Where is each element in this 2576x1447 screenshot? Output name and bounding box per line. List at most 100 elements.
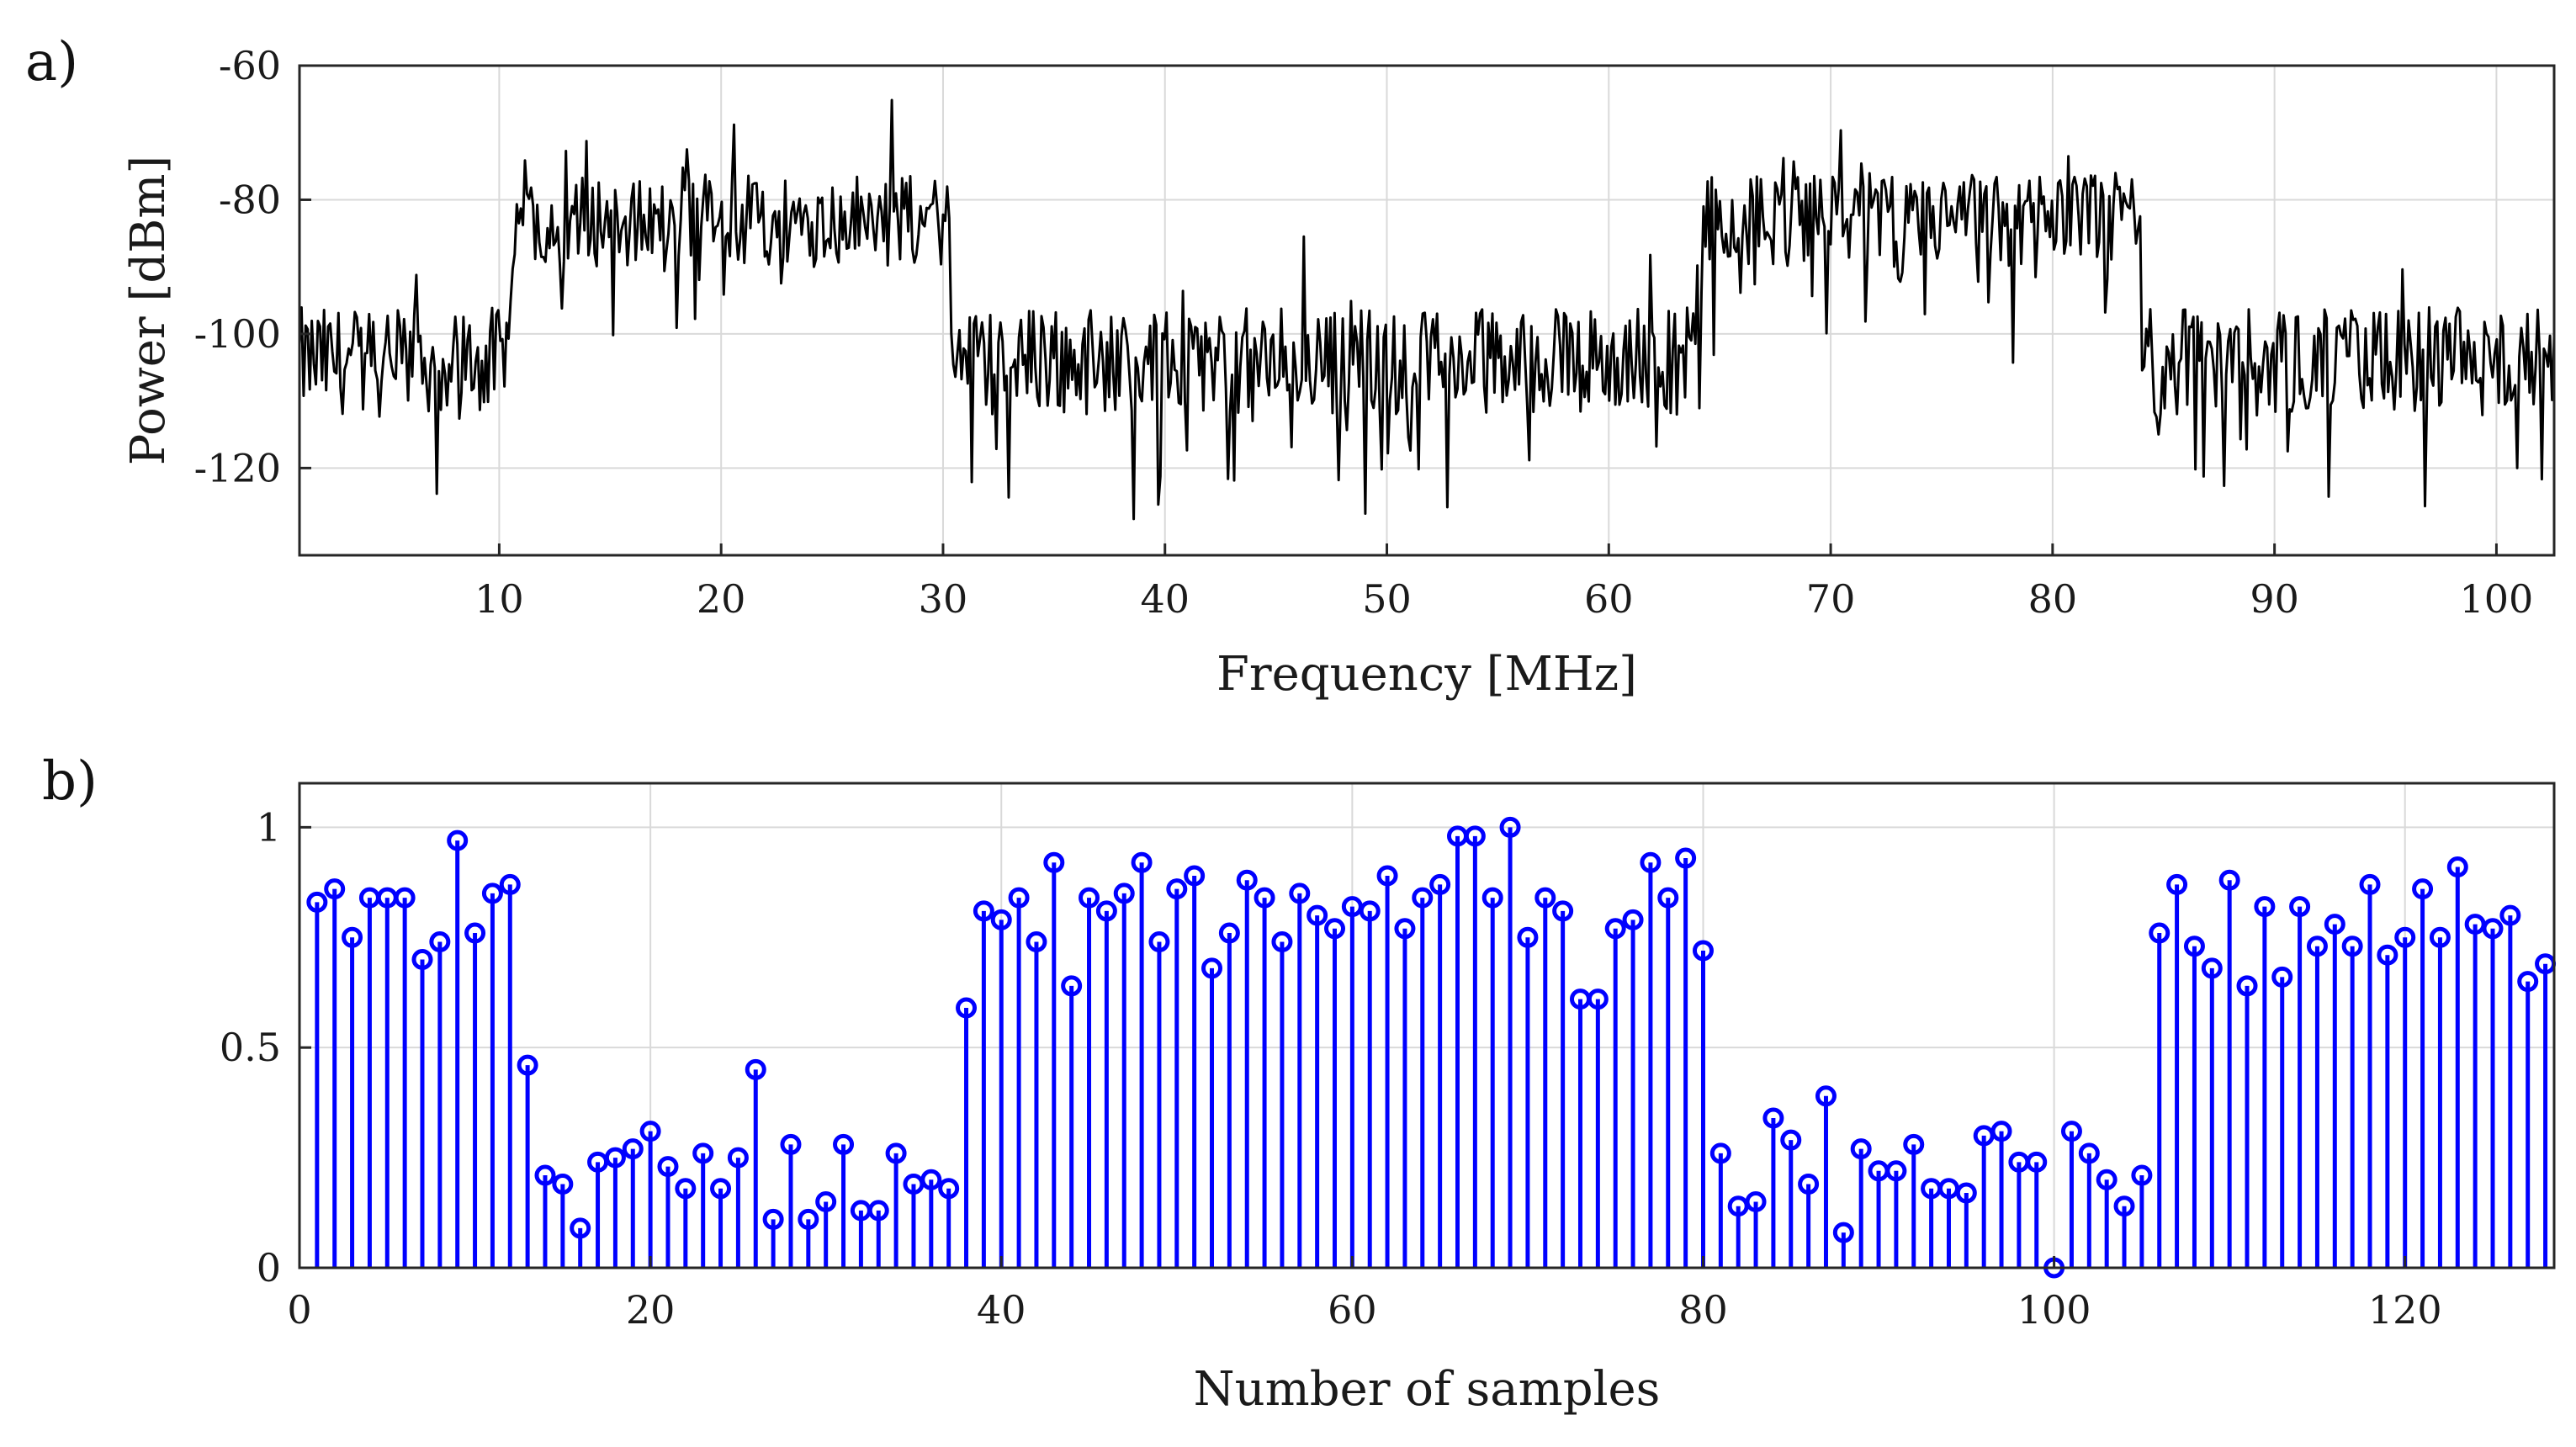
panel-b-stem-marker [1254, 887, 1275, 909]
panel-b-stem-marker [1218, 922, 1240, 944]
panel-a-xtick-label: 50 [1362, 576, 1412, 622]
panel-b-stem-marker [2060, 1121, 2082, 1142]
panel-b-stem-marker [552, 1174, 574, 1195]
panel-b-stem-marker [481, 883, 503, 904]
panel-a-spectrum-line [298, 98, 2556, 521]
panel-a-ticks: 10 20 30 40 50 60 70 80 90 100 -60 -80 -100 -120 [194, 43, 2534, 622]
panel-b-stem-marker [1622, 909, 1644, 930]
panel-b-axes-frame [298, 782, 2556, 1269]
panel-b-plot-area [306, 816, 2557, 1279]
panel-a-label: a) [25, 31, 78, 93]
panel-b-stem-marker [1043, 851, 1065, 873]
panel-b-stem-marker [2183, 936, 2205, 957]
panel-b-stem-marker [2131, 1164, 2153, 1186]
panel-b-ytick-label: 1 [257, 804, 281, 850]
panel-b-stem-marker [1113, 883, 1135, 904]
panel-b-stem-marker [727, 1147, 749, 1169]
panel-b-stem-marker [1850, 1138, 1872, 1160]
panel-a-plot-area [298, 98, 2556, 521]
panel-b-stem-marker [2201, 957, 2223, 979]
panel-b-stem-marker [798, 1208, 819, 1230]
panel-a-xtick-label: 40 [1140, 576, 1190, 622]
panel-b-stem-marker [324, 878, 346, 900]
panel-b-stem-marker [1745, 1190, 1767, 1212]
panel-b-stem-marker [1534, 887, 1556, 909]
panel-b-stem-marker [499, 873, 521, 895]
panel-b-xtick-label: 40 [977, 1287, 1026, 1333]
panel-b-xtick-label: 60 [1328, 1287, 1377, 1333]
panel-b-stem-marker [622, 1138, 644, 1160]
panel-b-stem-marker [604, 1147, 626, 1169]
panel-b-stem-marker [2446, 856, 2468, 877]
panel-b-stem-marker [2306, 936, 2328, 957]
panel-b-stem-marker [938, 1178, 960, 1200]
panel-b-stem-marker [762, 1208, 784, 1230]
panel-b-stem-marker [2324, 914, 2345, 936]
panel-b-stem-marker [692, 1142, 714, 1164]
panel-b-stem-marker [1481, 887, 1503, 909]
panel-b-stem-marker [920, 1169, 942, 1190]
panel-b-stem-marker [1709, 1142, 1731, 1164]
panel-a-xtick-label: 10 [474, 576, 524, 622]
panel-b-ytick-label: 0.5 [220, 1025, 281, 1070]
panel-a-ytick-label: -120 [194, 445, 281, 490]
panel-b-stem-marker [1184, 865, 1206, 887]
panel-b-stem-marker [411, 948, 433, 970]
panel-b-stem-marker [1832, 1222, 1854, 1243]
panel-b-stem-marker [1464, 825, 1486, 847]
panel-b-stem-marker [1412, 887, 1434, 909]
panel-b-stem-marker [885, 1142, 907, 1164]
panel-b-stem-marker [342, 926, 363, 948]
panel-a-xtick-label: 30 [919, 576, 968, 622]
panel-b-stem-marker [745, 1058, 766, 1080]
panel-b-stem-marker [1236, 869, 1258, 891]
panel-b-stem-marker [464, 922, 486, 944]
panel-b-stem-marker [1324, 918, 1346, 940]
panel-b-stem-marker [1657, 887, 1679, 909]
panel-b-stem-marker [2412, 878, 2434, 900]
panel-b-stem-marker [833, 1133, 855, 1155]
panel-b-stem-marker [1061, 975, 1083, 997]
panel-b-stem-marker [2078, 1142, 2100, 1164]
panel-b-stem-marker [1815, 1085, 1837, 1107]
panel-b-stem-marker [1271, 931, 1293, 953]
panel-b-stem-marker [2517, 971, 2539, 993]
panel-b-stem-marker [2394, 926, 2416, 948]
panel-b-stem-marker [2254, 896, 2276, 918]
panel-b-ytick-label: 0 [257, 1245, 281, 1291]
panel-b-stem-marker [1376, 865, 1398, 887]
panel-b-stem-marker [1955, 1182, 1977, 1204]
panel-a-axes-frame [298, 64, 2556, 557]
panel-b-stem-marker [1517, 926, 1539, 948]
panel-a-xtick-label: 100 [2460, 576, 2534, 622]
panel-b-stem-marker [1587, 989, 1609, 1010]
panel-b-xtick-label: 20 [626, 1287, 676, 1333]
panel-a-ylabel: Power [dBm] [121, 156, 176, 466]
panel-b-stem-marker [429, 931, 451, 953]
panel-b-stem-marker [1079, 887, 1100, 909]
panel-b-stem-marker [1166, 878, 1188, 900]
panel-b-stem-marker [657, 1156, 679, 1178]
panel-b-stem-marker [1798, 1174, 1820, 1195]
panel-b-stem-marker [2482, 918, 2504, 940]
panel-b-stem-marker [710, 1178, 732, 1200]
panel-b-label: b) [42, 750, 98, 813]
panel-b-stem-marker [973, 900, 994, 922]
panel-b-stem-marker [1307, 904, 1328, 926]
panel-b-stem-marker [1885, 1160, 1907, 1182]
panel-a-xtick-label: 20 [697, 576, 746, 622]
panel-b-stem-marker [1552, 900, 1574, 922]
panel-b-stem-marker [2218, 869, 2240, 891]
panel-a-ytick-label: -60 [219, 43, 281, 88]
panel-b-stem-marker [2026, 1151, 2048, 1173]
panel-b-stem-marker [2429, 926, 2451, 948]
panel-b-stem-marker [956, 997, 978, 1019]
panel-b-stem-marker [394, 887, 416, 909]
panel-b-stem-marker [534, 1164, 556, 1186]
panel-b-stem-marker [2359, 873, 2381, 895]
panel-b-stem-marker [447, 830, 469, 851]
panel-b-stem-chart: b) 0 20 40 60 80 100 120 0 0.5 1 Number of sample… [42, 750, 2557, 1417]
panel-b-stem-marker [2149, 922, 2171, 944]
panel-b-stem-marker [1692, 940, 1714, 962]
